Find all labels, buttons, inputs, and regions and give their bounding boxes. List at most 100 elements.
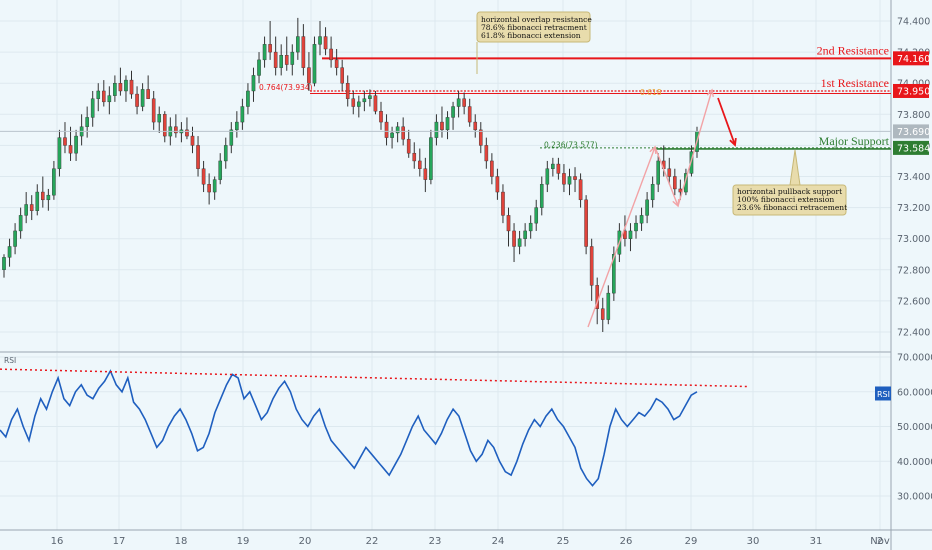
bullish-candle [240,106,245,123]
bearish-candle [101,90,106,103]
bullish-candle [296,36,300,53]
support-note-pointer [789,149,801,186]
bearish-candle [329,48,333,61]
bullish-candle [528,222,533,232]
bullish-candle [2,257,6,270]
rsi-panel: RSI [0,356,749,487]
bearish-candle [135,93,139,107]
bullish-candle [390,132,394,138]
bullish-candle [612,254,616,294]
bullish-candle [539,184,544,208]
time-tick-label: 29 [685,536,698,547]
current-price-tag [893,124,929,139]
bearish-candle [41,191,45,201]
bullish-candle [13,230,17,247]
bullish-candle [517,238,522,247]
bullish-candle [107,95,112,103]
bearish-candle [406,138,411,154]
price-tick-label: 73.000 [897,234,930,245]
bearish-candle [118,82,123,92]
bearish-candle [63,137,67,146]
rsi-tick-label: 60.0000 [897,387,932,398]
bullish-candle [52,168,56,196]
time-tick-label: 16 [51,536,64,547]
bullish-candle [223,145,228,162]
major-support-tag [893,140,929,155]
bullish-candle [262,44,267,61]
bullish-candle [606,292,611,320]
bullish-candle [235,121,239,131]
impulse-up-arrow [587,146,656,328]
rsi-title: RSI [4,356,16,365]
second-resistance-tag [893,51,929,66]
target-up-arrow [677,89,713,207]
bullish-candle [318,36,322,45]
bullish-candle [229,129,234,146]
bullish-candle [140,89,145,107]
time-tick-label: 23 [429,536,442,547]
price-tick-label: 73.400 [897,172,930,183]
bullish-candle [545,168,550,185]
bullish-candle [74,135,78,154]
time-tick-label: 20 [299,536,312,547]
candlesticks [0,17,891,332]
rsi-grid [0,353,891,530]
resistance-note-line: 61.8% fibonacci extension [481,31,581,40]
rsi-line [0,369,698,487]
support-note-line: horizontal pullback support [737,187,842,196]
bearish-candle [578,179,583,201]
bearish-candle [68,145,73,154]
bearish-candle [351,98,356,107]
price-tick-label: 72.600 [897,296,930,307]
bearish-candle [623,230,627,239]
bullish-candle [212,179,217,193]
drop-to-support-arrow [717,97,736,146]
bullish-candle [124,79,128,92]
bullish-candle [246,90,250,107]
bullish-candle [7,246,12,258]
drop-to-support-arrow-head [729,137,737,147]
second-resistance-label: 2nd Resistance [817,43,889,57]
bearish-candle [207,184,211,193]
resistance-note-box [476,11,591,43]
bearish-candle [584,199,588,247]
bullish-candle [57,137,62,169]
bearish-candle [589,246,594,286]
bearish-candle [495,176,500,193]
bearish-candle [29,204,34,211]
bullish-candle [656,160,660,185]
bullish-candle [645,199,649,216]
bearish-candle [323,36,328,50]
bullish-candle [46,194,51,201]
bearish-candle [162,114,167,137]
first-resistance-label: 1st Resistance [821,76,889,90]
bearish-candle [401,126,405,140]
time-tick-label: 26 [620,536,633,547]
time-tick-label: 22 [366,536,379,547]
pullback-arrow [654,146,679,207]
bearish-candle [268,44,272,53]
rsi-tick-label: 40.0000 [897,457,932,468]
bullish-candle [257,59,261,76]
price-tick-label: 73.200 [897,203,930,214]
bullish-candle [24,204,28,216]
bullish-candle [534,207,539,224]
bearish-candle [384,121,389,138]
bullish-candle [362,98,367,103]
time-tick-label: 17 [113,536,126,547]
bearish-candle [600,308,605,320]
price-tick-label: 72.800 [897,265,930,276]
bullish-candle [18,215,23,232]
bearish-candle [462,98,466,107]
support-note-line: 100% fibonacci extension [737,195,834,204]
bearish-candle [678,188,683,193]
bearish-candle [151,98,156,123]
bearish-candle [379,110,383,123]
major-support-tag-value: 73.584 [897,143,930,154]
first-resistance-tag-value: 73.950 [897,86,930,97]
bearish-candle [334,59,339,68]
bullish-candle [35,191,40,211]
